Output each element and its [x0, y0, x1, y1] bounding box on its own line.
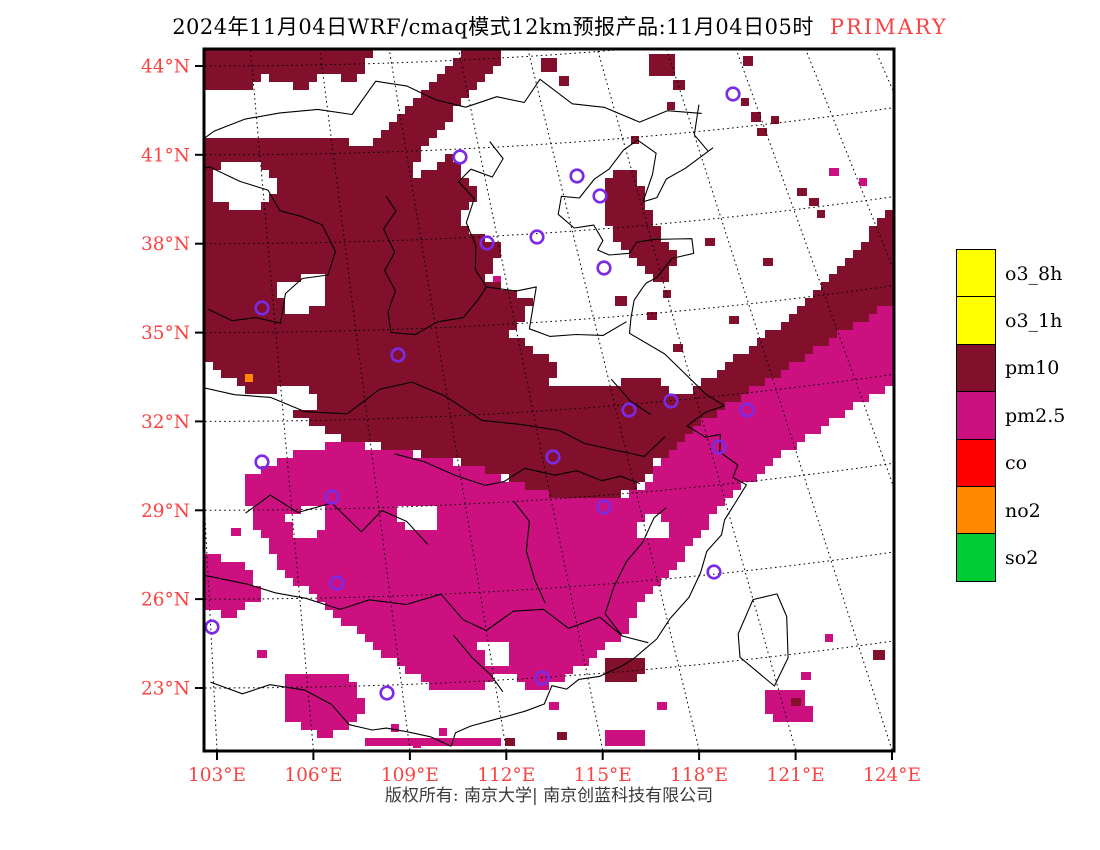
no2-layer: [245, 374, 253, 382]
legend-swatch-co: [956, 438, 996, 488]
graticule: [205, 50, 893, 750]
legend-item-so2: so2: [956, 533, 1065, 583]
legend-label-pm10: pm10: [1005, 357, 1060, 380]
legend-item-no2: no2: [956, 486, 1065, 536]
y-axis-label-32n: 32°N: [141, 412, 190, 433]
coastline-borders: [205, 78, 789, 747]
station-markers: [205, 86, 755, 701]
legend-label-o3-1h: o3_1h: [1005, 309, 1063, 332]
page-title: 2024年11月04日WRF/cmaq模式12km预报产品:11月04日05时 P…: [130, 11, 990, 41]
y-axis-label-44n: 44°N: [141, 57, 190, 78]
x-axis-label-121e: 121°E: [767, 765, 825, 786]
legend-item-o3-1h: o3_1h: [956, 296, 1065, 346]
legend-label-pm2-5: pm2.5: [1005, 404, 1066, 427]
x-axis-label-112e: 112°E: [477, 765, 535, 786]
x-axis-label-109e: 109°E: [381, 765, 439, 786]
forecast-map: 103°E 106°E 109°E 112°E 115°E 118°E 121°E 124°E…: [141, 47, 920, 786]
legend-item-pm2-5: pm2.5: [956, 391, 1066, 441]
legend-label-so2: so2: [1005, 546, 1039, 569]
legend: o3_8h o3_1h pm10 pm2.5 co no2 so2: [956, 249, 1066, 583]
legend-label-no2: no2: [1005, 499, 1041, 522]
legend-swatch-so2: [956, 533, 996, 583]
title-primary-tag: PRIMARY: [829, 15, 948, 39]
legend-label-o3-8h: o3_8h: [1005, 262, 1063, 285]
x-axis-label-115e: 115°E: [574, 765, 632, 786]
y-axis-label-29n: 29°N: [141, 501, 190, 522]
y-axis-label-23n: 23°N: [141, 679, 190, 700]
x-axis-label-118e: 118°E: [670, 765, 728, 786]
x-axis-label-106e: 106°E: [284, 765, 342, 786]
y-axis-label-35n: 35°N: [141, 323, 190, 344]
legend-swatch-o3-1h: [956, 296, 996, 346]
legend-item-co: co: [956, 438, 1065, 488]
legend-swatch-no2: [956, 486, 996, 536]
legend-swatch-o3-8h: [956, 249, 996, 298]
title-main: 2024年11月04日WRF/cmaq模式12km预报产品:11月04日05时: [172, 15, 814, 39]
legend-item-o3-8h: o3_8h: [956, 249, 1065, 298]
x-axis-label-124e: 124°E: [863, 765, 920, 786]
y-axis-label-41n: 41°N: [141, 145, 190, 166]
legend-swatch-pm10: [956, 343, 996, 393]
y-axis-label-38n: 38°N: [141, 234, 190, 255]
pm10-layer: [205, 50, 893, 746]
legend-swatch-pm2-5: [956, 391, 996, 441]
legend-item-pm10: pm10: [956, 343, 1065, 393]
x-axis-label-103e: 103°E: [188, 765, 246, 786]
y-axis-label-26n: 26°N: [141, 590, 190, 611]
legend-label-co: co: [1005, 452, 1028, 475]
map-frame: [202, 47, 896, 753]
copyright: 版权所有: 南京大学| 南京创蓝科技有限公司: [384, 786, 714, 806]
